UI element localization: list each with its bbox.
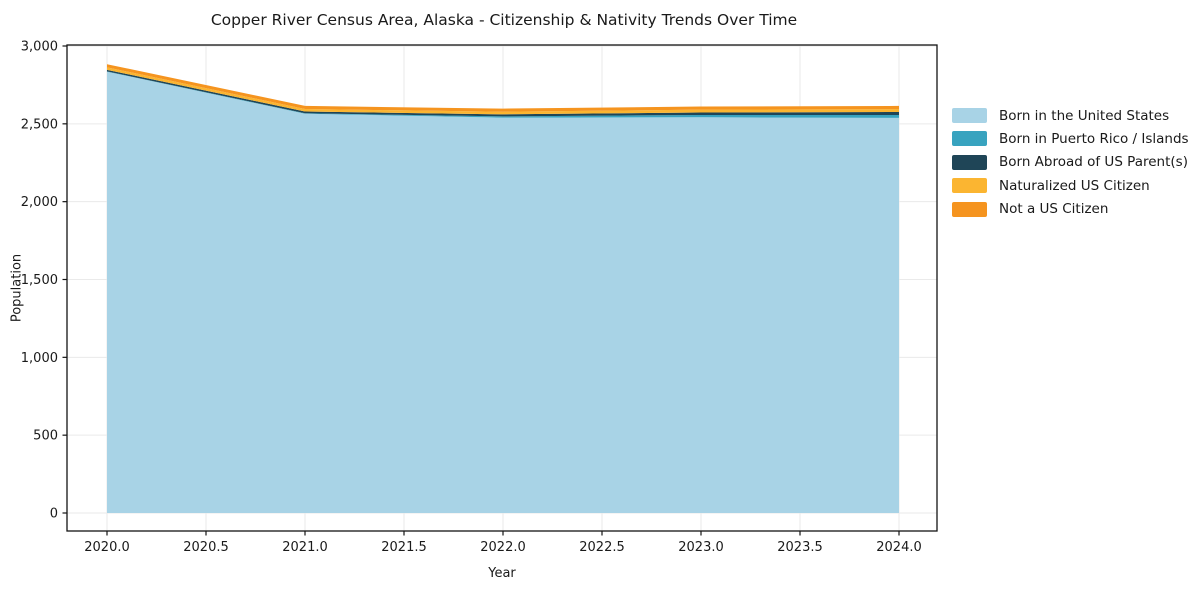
chart-title: Copper River Census Area, Alaska - Citiz… (210, 11, 798, 29)
x-tick-label: 2021.5 (381, 540, 427, 555)
legend-label: Born Abroad of US Parent(s) (999, 154, 1188, 171)
legend-label: Born in Puerto Rico / Islands (999, 130, 1189, 147)
x-tick-label: 2020.0 (84, 540, 130, 555)
x-tick-label: 2020.5 (183, 540, 229, 555)
x-tick-label: 2023.0 (678, 540, 724, 555)
y-tick-label: 1,000 (21, 351, 58, 366)
y-tick-label: 2,500 (21, 117, 58, 132)
x-axis-label: Year (488, 566, 516, 581)
y-tick-label: 2,000 (21, 195, 58, 210)
area-born-in-the-united-states (107, 71, 899, 513)
legend: Born in the United States Born in Puerto … (952, 108, 1189, 225)
y-axis-label: Population (9, 253, 25, 323)
legend-item: Born in Puerto Rico / Islands (952, 130, 1189, 147)
x-tick-label: 2022.5 (579, 540, 625, 555)
y-tick-label: 1,500 (21, 273, 58, 288)
legend-item: Not a US Citizen (952, 201, 1189, 218)
legend-label: Not a US Citizen (999, 201, 1109, 218)
x-tick-label: 2022.0 (480, 540, 526, 555)
y-tick-label: 0 (50, 507, 58, 522)
x-tick-label: 2023.5 (777, 540, 823, 555)
legend-item: Naturalized US Citizen (952, 177, 1189, 194)
legend-item: Born Abroad of US Parent(s) (952, 154, 1189, 171)
legend-swatch (952, 178, 987, 194)
legend-swatch (952, 201, 987, 217)
x-tick-label: 2021.0 (282, 540, 328, 555)
plot-border (66, 44, 938, 532)
legend-swatch (952, 131, 987, 147)
area-naturalized-us-citizen (107, 67, 899, 115)
legend-swatch (952, 108, 987, 123)
legend-label: Born in the United States (999, 107, 1170, 124)
y-tick-label: 3,000 (21, 40, 58, 55)
area-not-a-us-citizen (107, 64, 899, 112)
x-tick-label: 2024.0 (876, 540, 922, 555)
y-tick-label: 500 (33, 429, 58, 444)
legend-label: Naturalized US Citizen (999, 177, 1150, 194)
legend-swatch (952, 154, 987, 170)
legend-item: Born in the United States (952, 107, 1189, 124)
